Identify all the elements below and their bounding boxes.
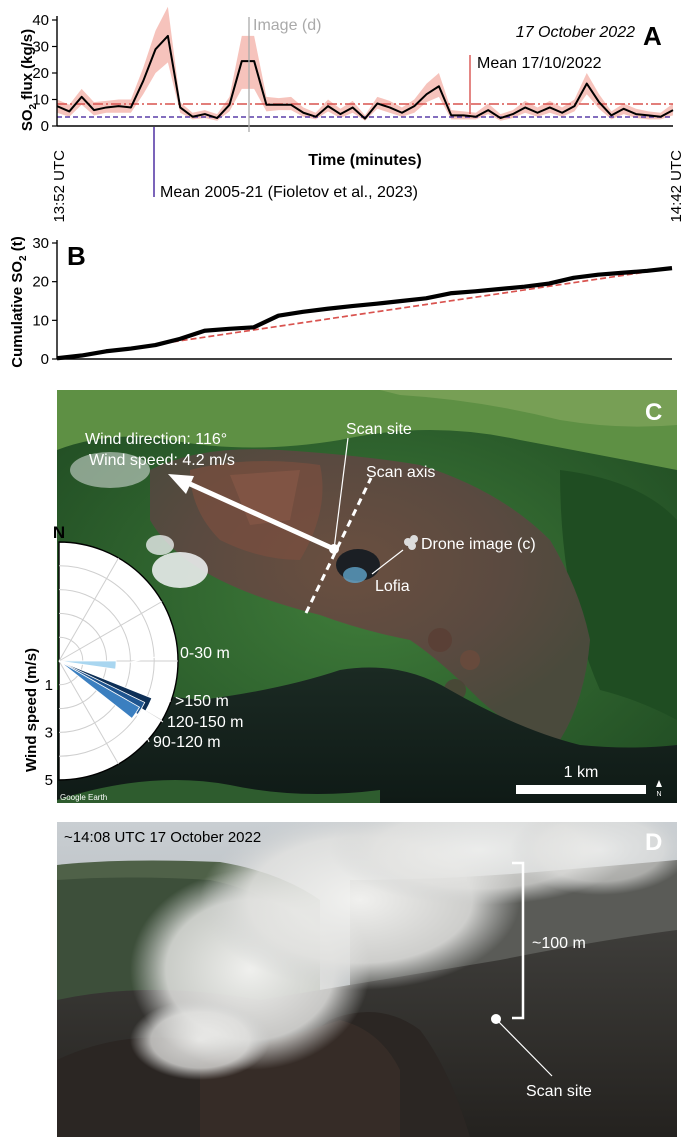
panel-d-letter: D (645, 829, 662, 856)
scan-site-leader (333, 437, 349, 550)
rose-label-leader (148, 700, 172, 706)
panel-b-y-tick-label: 0 (41, 351, 49, 368)
x-start-label: 13:52 UTC (51, 150, 68, 223)
panel-d-drone-photo: ~100 m Scan site ~14:08 UTC 17 October 2… (57, 822, 677, 1137)
panel-b-y-tick-label: 20 (32, 274, 49, 291)
google-earth-credit: Google Earth (60, 793, 107, 802)
wind-direction-arrow (188, 481, 336, 552)
panel-a-y-tick-label: 40 (32, 12, 49, 29)
panel-a-letter: A (643, 21, 662, 51)
panel-a-ylabel: SO2 flux (kg/s) (19, 29, 39, 131)
rose-ylabel: Wind speed (m/s) (23, 648, 40, 772)
cumulative-series-line (56, 266, 673, 361)
panel-a-xlabel: Time (minutes) (308, 152, 422, 169)
map-scan-site: Scan site (346, 421, 412, 438)
rose-north-label: N (53, 523, 65, 542)
wind-arrow-head (168, 474, 194, 494)
rose-tick-label: 5 (45, 772, 53, 789)
map-drone-image: Drone image (c) (421, 536, 536, 553)
panel-a-y-tick-label: 30 (32, 39, 49, 56)
panel-b-ylabel: Cumulative SO2 (t) (9, 236, 29, 367)
map-wind-direction: Wind direction: 116° (85, 431, 227, 448)
rose-grid-spoke (58, 601, 163, 662)
scan-axis-line (304, 477, 373, 614)
photo-scan-site-leader (495, 1018, 553, 1077)
scan-site-marker (329, 544, 339, 554)
image-d-label: Image (d) (253, 17, 321, 34)
rose-grid-spoke (58, 557, 119, 662)
mean-hist-label: Mean 2005-21 (Fioletov et al., 2023) (160, 184, 418, 201)
rose-bin-label: 90-120 m (153, 734, 221, 751)
panel-b-cumulative-chart: 0 10 20 30 B Cumulative SO2 (t) (9, 235, 673, 368)
panel-c-satellite-map: Wind direction: 116° Wind speed: 4.2 m/s… (23, 390, 677, 803)
north-arrow-icon (656, 780, 662, 787)
scale-bar (516, 785, 646, 794)
mean-2022-label: Mean 17/10/2022 (477, 55, 602, 72)
panel-c-letter: C (645, 399, 662, 426)
map-scan-axis: Scan axis (366, 464, 435, 481)
rose-grid-spoke (58, 660, 119, 765)
rose-label-leader (115, 652, 177, 666)
height-label: ~100 m (532, 935, 586, 952)
panel-a-y-tick-label: 0 (41, 118, 49, 135)
rose-bin-label: 0-30 m (180, 645, 230, 662)
panel-b-letter: B (67, 241, 86, 271)
rose-label-leader (135, 712, 150, 743)
panel-a-date: 17 October 2022 (516, 24, 635, 41)
panel-a-flux-chart: 0 10 20 30 40 Image (d) Mean 17/10/2022 Mean… (19, 6, 685, 223)
map-lofia: Lofia (375, 578, 410, 595)
scale-bar-label: 1 km (564, 764, 599, 781)
flux-uncertainty-band (57, 6, 673, 121)
rose-bin-label: >150 m (175, 693, 229, 710)
rose-label-leader (141, 708, 164, 723)
map-wind-speed: Wind speed: 4.2 m/s (89, 452, 235, 469)
rose-tick-label: 3 (45, 724, 53, 741)
rose-tick-label: 1 (45, 677, 53, 694)
map-north-label: N (656, 791, 661, 798)
x-end-label: 14:42 UTC (668, 150, 685, 223)
height-bracket (512, 861, 525, 1020)
photo-timestamp: ~14:08 UTC 17 October 2022 (64, 829, 261, 846)
photo-scan-site-label: Scan site (526, 1083, 592, 1100)
panel-b-y-tick-label: 30 (32, 235, 49, 252)
panel-b-y-tick-label: 10 (32, 312, 49, 329)
lofia-leader (371, 549, 404, 575)
flux-series-line (56, 34, 674, 120)
drone-image-icon (404, 535, 418, 550)
panel-a-y-tick-label: 20 (32, 65, 49, 82)
wind-rose (58, 541, 179, 781)
panel-a-y-tick-label: 10 (32, 92, 49, 109)
rose-bin-label: 120-150 m (167, 714, 244, 731)
